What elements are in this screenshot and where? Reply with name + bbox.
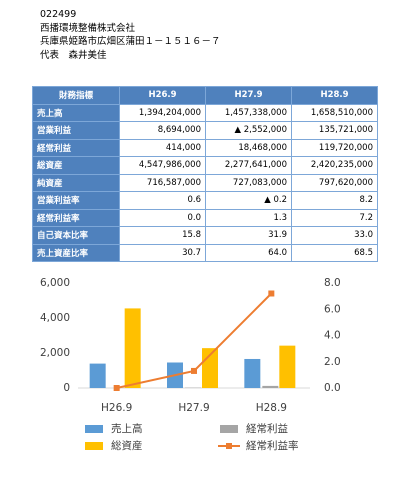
- line-marker: [268, 290, 275, 297]
- bar: [124, 308, 141, 388]
- cell: 33.0: [291, 226, 378, 245]
- cell: 1.3: [205, 208, 292, 227]
- cell: 135,721,000: [291, 121, 378, 140]
- cell: 8.2: [291, 191, 378, 210]
- bar: [89, 363, 106, 388]
- cell: 31.9: [205, 226, 292, 245]
- legend-label: 経常利益率: [246, 439, 299, 452]
- code: 022499: [40, 9, 77, 20]
- cell: 2,420,235,000: [291, 156, 378, 175]
- row-label: 売上高: [32, 103, 120, 122]
- table-row: 売上高 1,394,204,000 1,457,338,000 1,658,510,0…: [32, 103, 378, 122]
- legend-swatch: [85, 425, 103, 433]
- cell: 4,547,986,000: [119, 156, 206, 175]
- y2-tick-label: 4.0: [324, 330, 341, 342]
- y-tick-label: 6,000: [40, 277, 70, 289]
- legend-label: 総資産: [111, 439, 143, 452]
- column-header: 財務指標: [32, 86, 120, 105]
- y2-tick-label: 8.0: [324, 277, 341, 289]
- y2-tick-label: 0.0: [324, 382, 341, 394]
- header: 022499 西播環境整備株式会社 兵庫県姫路市広畑区蒲田１－１５１６－７ 代表…: [40, 8, 221, 62]
- address: 兵庫県姫路市広畑区蒲田１－１５１６－７: [40, 36, 221, 47]
- cell: 0.0: [119, 208, 206, 227]
- x-tick-label: H28.9: [256, 402, 287, 414]
- bar: [262, 385, 279, 388]
- legend-swatch: [226, 443, 232, 449]
- header-row: 財務指標 H26.9 H27.9 H28.9: [32, 86, 378, 105]
- cell: 1,658,510,000: [291, 103, 378, 122]
- column-header: H27.9: [205, 86, 292, 105]
- financial-table: 財務指標 H26.9 H27.9 H28.9 売上高 1,394,204,000 1,457…: [32, 86, 378, 262]
- y-tick-label: 4,000: [40, 312, 70, 324]
- cell: 7.2: [291, 208, 378, 227]
- column-header: H28.9: [291, 86, 378, 105]
- line-marker: [113, 385, 120, 391]
- x-tick-label: H26.9: [101, 402, 132, 414]
- cell: 15.8: [119, 226, 206, 245]
- table-row: 自己資本比率 15.8 31.9 33.0: [32, 226, 378, 245]
- cell: ▲ 0.2: [205, 191, 292, 210]
- column-header: H26.9: [119, 86, 206, 105]
- row-label: 自己資本比率: [32, 226, 120, 245]
- table-row: 経常利益率 0.0 1.3 7.2: [32, 208, 378, 227]
- x-tick-label: H27.9: [178, 402, 209, 414]
- company: 西播環境整備株式会社: [40, 22, 136, 34]
- row-label: 営業利益: [32, 121, 120, 140]
- line-marker: [191, 367, 197, 374]
- row-label: 総資産: [32, 156, 120, 175]
- row-label: 経常利益: [32, 138, 120, 157]
- cell: 716,587,000: [119, 173, 206, 192]
- cell: 8,694,000: [119, 121, 206, 140]
- bar: [244, 358, 261, 388]
- table-row: 売上資産比率 30.7 64.0 68.5: [32, 243, 378, 262]
- legend-swatch: [220, 425, 238, 433]
- cell: 0.6: [119, 191, 206, 210]
- y2-tick-label: 6.0: [324, 303, 341, 315]
- row-label: 純資産: [32, 173, 120, 192]
- cell: 18,468,000: [205, 138, 292, 157]
- row-label: 営業利益率: [32, 191, 120, 210]
- chart: 0 2,000 4,000 6,000 0.0 2.0 4.0 6.0 8.0 H26.9 H27.…: [40, 277, 341, 452]
- legend-label: 売上高: [111, 422, 143, 435]
- cell: 119,720,000: [291, 138, 378, 157]
- table-row: 営業利益 8,694,000 ▲ 2,552,000 135,721,000: [32, 121, 378, 140]
- cell: 727,083,000: [205, 173, 292, 192]
- row-label: 売上資産比率: [32, 243, 120, 262]
- legend-swatch: [85, 442, 103, 450]
- cell: 1,457,338,000: [205, 103, 292, 122]
- y-tick-label: 0: [63, 382, 70, 394]
- cell: 64.0: [205, 243, 292, 262]
- table-row: 純資産 716,587,000 727,083,000 797,620,000: [32, 173, 378, 192]
- legend-label: 経常利益: [246, 422, 288, 435]
- row-label: 経常利益率: [32, 208, 120, 227]
- cell: ▲ 2,552,000: [205, 121, 292, 140]
- cell: 30.7: [119, 243, 206, 262]
- y-tick-label: 2,000: [40, 347, 70, 359]
- table-row: 営業利益率 0.6 ▲ 0.2 8.2: [32, 191, 378, 210]
- cell: 414,000: [119, 138, 206, 157]
- cell: 2,277,641,000: [205, 156, 292, 175]
- table-row: 経常利益 414,000 18,468,000 119,720,000: [32, 138, 378, 157]
- cell: 797,620,000: [291, 173, 378, 192]
- cell: 68.5: [291, 243, 378, 262]
- cell: 1,394,204,000: [119, 103, 206, 122]
- table-row: 総資産 4,547,986,000 2,277,641,000 2,420,235,0…: [32, 156, 378, 175]
- representative: 代表 森井美佳: [40, 49, 107, 61]
- y2-tick-label: 2.0: [324, 356, 341, 368]
- bar: [279, 345, 296, 388]
